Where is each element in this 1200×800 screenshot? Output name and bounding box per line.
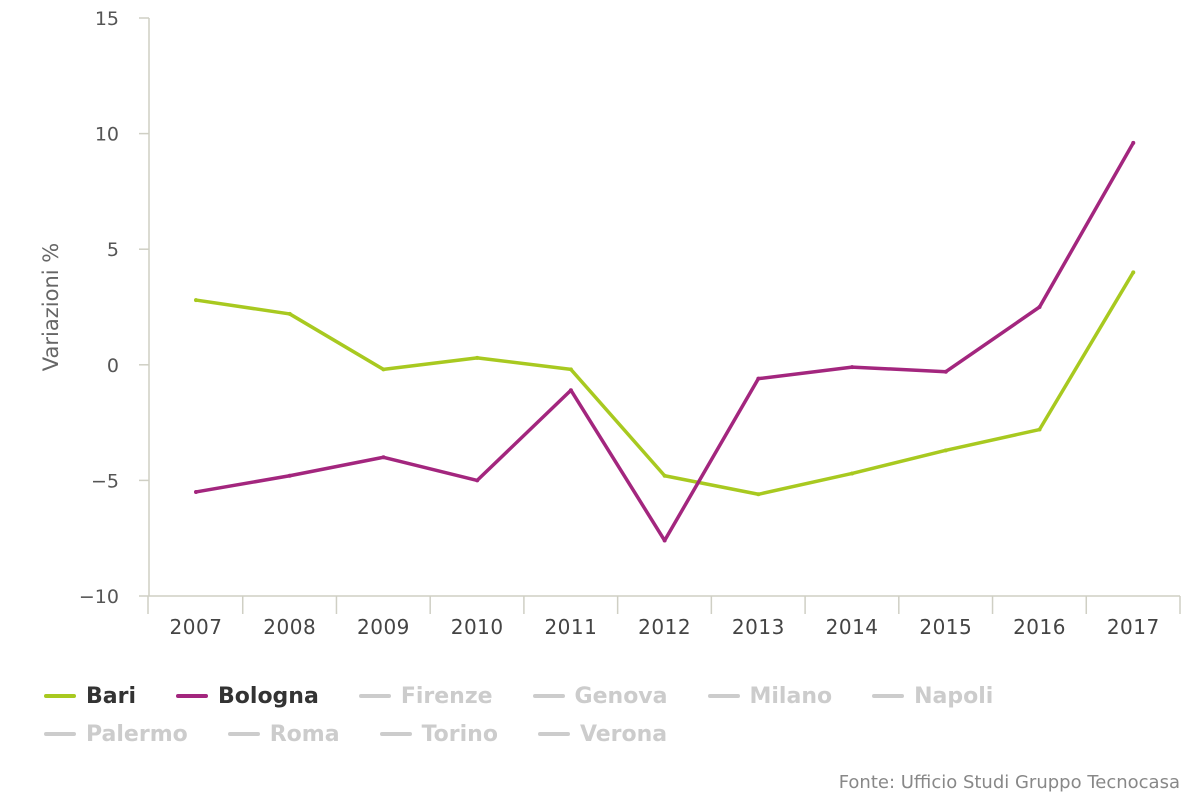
source-note: Fonte: Ufficio Studi Gruppo Tecnocasa [838,772,1180,793]
legend: Bari Bologna Firenze Genova Milano Napoli Pale… [44,682,1194,748]
x-tick-label: 2009 [357,615,410,639]
x-tick-label: 2015 [919,615,972,639]
data-point-bologna [1131,140,1136,145]
x-tick-label: 2014 [826,615,879,639]
y-tick-label: −5 [91,470,119,492]
data-point-bari [1037,427,1042,432]
legend-label: Torino [421,721,498,747]
legend-swatch [227,732,260,736]
x-tick-label: 2016 [1013,615,1066,639]
y-axis-title: Variazioni % [39,243,63,371]
y-tick-label: 10 [95,124,119,146]
legend-label: Verona [579,721,668,747]
data-point-bari [194,298,198,303]
data-point-bologna [475,478,480,483]
y-tick-label: 0 [107,355,119,377]
legend-swatch [358,694,391,698]
legend-label: Roma [269,721,340,747]
data-point-bologna [381,455,386,460]
x-tick-label: 2012 [638,615,691,639]
y-tick-label: 5 [107,239,119,261]
data-point-bari [943,448,948,453]
data-point-bari [662,473,667,478]
y-tick-label: 15 [95,8,119,30]
x-tick-label: 2010 [451,615,504,639]
data-point-bari [475,355,480,360]
data-point-bologna [568,388,573,393]
legend-swatch [537,732,570,736]
data-point-bologna [756,376,761,381]
data-point-bari [1131,270,1136,275]
data-point-bologna [1037,305,1042,309]
legend-label: Bologna [218,683,319,709]
data-point-bologna [850,365,855,370]
x-tick-label: 2017 [1107,615,1160,639]
legend-swatch [176,694,209,698]
legend-item-genova[interactable]: Genova [532,682,668,710]
legend-swatch [44,732,76,736]
legend-label: Firenze [400,683,493,709]
line-chart: 15 10 5 0 −5 −10 Variazioni % 2007 2008 2009 2010 2… [39,8,1181,639]
legend-swatch [379,732,412,736]
legend-item-roma[interactable]: Roma [227,720,340,748]
legend-label: Napoli [914,683,994,709]
data-point-bari [381,367,386,372]
x-tick-label: 2011 [544,615,597,639]
data-point-bologna [194,489,198,494]
legend-swatch [532,694,565,698]
data-point-bari [287,311,292,316]
legend-label: Milano [749,683,833,709]
legend-item-palermo[interactable]: Palermo [44,720,188,748]
legend-item-torino[interactable]: Torino [379,720,498,748]
legend-item-firenze[interactable]: Firenze [358,682,493,710]
data-point-bari [568,367,573,372]
y-tick-label: −10 [79,586,119,608]
data-point-bologna [287,473,292,478]
x-tick-label: 2007 [170,615,223,639]
legend-item-bologna[interactable]: Bologna [176,682,319,710]
data-point-bari [756,492,761,497]
legend-label: Genova [574,683,668,709]
legend-item-verona[interactable]: Verona [537,720,668,748]
data-point-bari [850,471,855,476]
legend-swatch [707,694,740,698]
data-point-bologna [662,538,667,543]
legend-swatch [44,694,76,698]
legend-item-milano[interactable]: Milano [707,682,833,710]
legend-label: Bari [86,683,137,709]
legend-label: Palermo [86,721,188,747]
legend-item-bari[interactable]: Bari [44,682,136,710]
series-line-bari [194,270,1136,497]
legend-swatch [872,694,905,698]
legend-item-napoli[interactable]: Napoli [872,682,993,710]
x-tick-label: 2008 [263,615,316,639]
data-point-bologna [943,369,948,374]
x-tick-label: 2013 [732,615,785,639]
